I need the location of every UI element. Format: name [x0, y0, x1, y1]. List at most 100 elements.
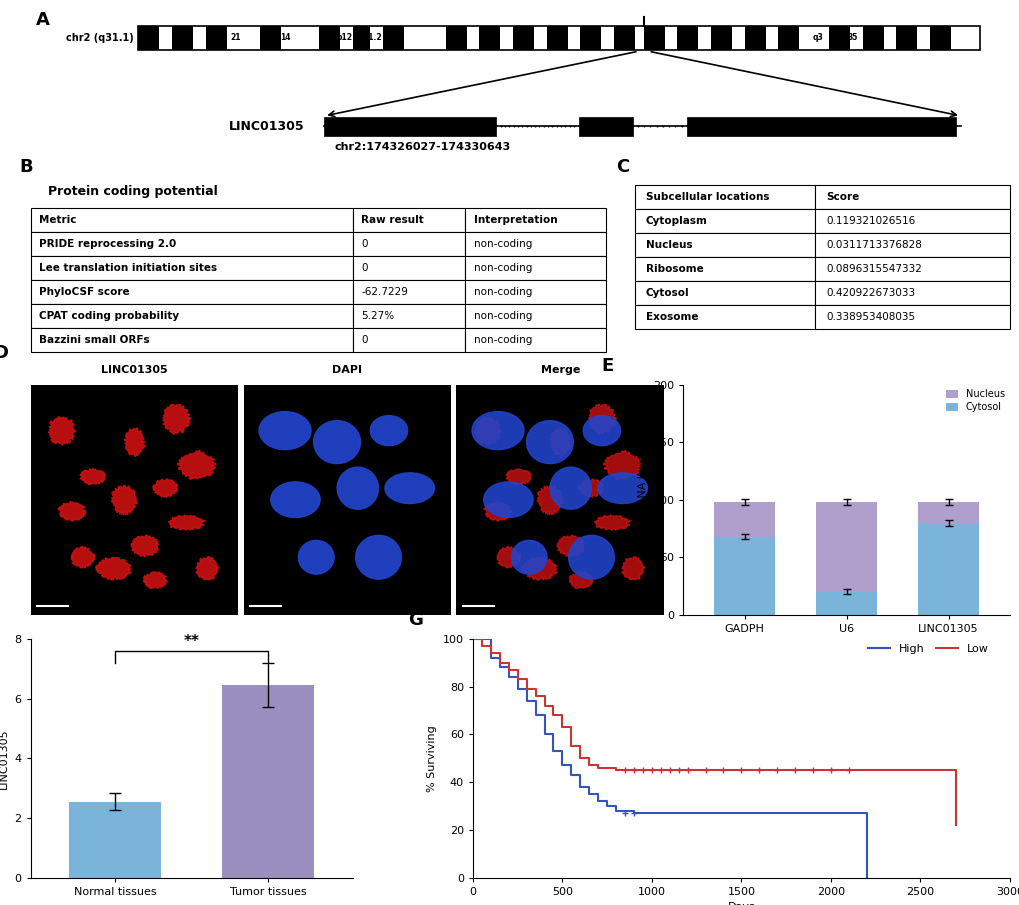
Bar	[465, 328, 605, 352]
Text: non-coding: non-coding	[473, 287, 532, 297]
Bar	[814, 209, 1009, 233]
Bar	[744, 25, 765, 50]
Text: chr2 (q31.1): chr2 (q31.1)	[65, 33, 133, 43]
Bar	[862, 25, 882, 50]
Bar	[353, 25, 370, 50]
Text: A: A	[36, 11, 49, 29]
Bar	[31, 208, 353, 233]
Text: Score: Score	[825, 192, 858, 202]
Y-axis label: Relative RNA levels: Relative RNA levels	[637, 445, 647, 554]
Bar	[677, 25, 698, 50]
Bar	[814, 305, 1009, 329]
Polygon shape	[583, 415, 620, 445]
Text: 0: 0	[361, 263, 368, 273]
Polygon shape	[526, 421, 573, 463]
Bar	[643, 25, 664, 50]
Text: 11.2: 11.2	[363, 33, 381, 43]
Text: E: E	[601, 357, 613, 376]
Text: PhyloCSF score: PhyloCSF score	[39, 287, 129, 297]
Text: 0.420922673033: 0.420922673033	[825, 288, 914, 298]
Bar	[479, 25, 500, 50]
Bar	[814, 233, 1009, 257]
Bar	[31, 256, 353, 280]
Bar	[31, 280, 353, 304]
Text: Cytosol: Cytosol	[645, 288, 689, 298]
Bar	[814, 281, 1009, 305]
Polygon shape	[484, 501, 512, 521]
Bar	[139, 25, 159, 50]
Bar	[465, 233, 605, 256]
Bar	[686, 117, 955, 137]
Text: Nucleus: Nucleus	[645, 240, 692, 250]
Polygon shape	[549, 428, 571, 457]
Polygon shape	[79, 469, 105, 485]
Text: 14: 14	[280, 33, 290, 43]
Text: 0.338953408035: 0.338953408035	[825, 312, 914, 322]
Bar	[69, 802, 161, 878]
Bar	[139, 25, 979, 50]
Text: Protein coding potential: Protein coding potential	[48, 186, 217, 198]
Polygon shape	[259, 412, 311, 450]
Text: **: **	[183, 634, 200, 649]
Polygon shape	[96, 557, 130, 580]
Bar	[353, 304, 465, 328]
Bar	[634, 257, 814, 281]
Bar	[324, 117, 495, 137]
Bar	[815, 502, 876, 592]
Polygon shape	[622, 557, 644, 580]
Legend: High, Low: High, Low	[863, 640, 993, 659]
Polygon shape	[505, 469, 531, 485]
Polygon shape	[521, 557, 556, 580]
Polygon shape	[536, 485, 562, 515]
Text: C: C	[615, 158, 629, 176]
Bar	[353, 256, 465, 280]
Bar	[896, 25, 916, 50]
Text: Metric: Metric	[39, 215, 76, 225]
Bar	[710, 25, 732, 50]
Polygon shape	[602, 450, 641, 480]
Bar	[513, 25, 534, 50]
Text: 0.119321026516: 0.119321026516	[825, 216, 914, 226]
Polygon shape	[58, 501, 87, 521]
Polygon shape	[597, 472, 647, 503]
Text: G: G	[409, 611, 423, 629]
Bar	[353, 208, 465, 233]
Text: 21: 21	[229, 33, 240, 43]
Polygon shape	[588, 405, 615, 434]
Text: 35: 35	[847, 33, 857, 43]
Bar	[465, 256, 605, 280]
Polygon shape	[594, 515, 630, 530]
Bar	[260, 25, 281, 50]
Bar	[713, 502, 774, 537]
Polygon shape	[271, 481, 320, 518]
Polygon shape	[578, 479, 603, 497]
Polygon shape	[569, 571, 592, 588]
Polygon shape	[111, 485, 138, 515]
Polygon shape	[196, 557, 218, 580]
Legend: Nucleus, Cytosol: Nucleus, Cytosol	[946, 389, 1004, 413]
Text: q3: q3	[812, 33, 822, 43]
Bar	[465, 280, 605, 304]
Polygon shape	[549, 467, 591, 510]
Text: non-coding: non-coding	[473, 239, 532, 249]
Polygon shape	[71, 547, 95, 568]
Bar	[31, 233, 353, 256]
Text: 0: 0	[361, 239, 368, 249]
Polygon shape	[370, 415, 408, 445]
Text: D: D	[0, 344, 8, 361]
Text: Subcellular locations: Subcellular locations	[645, 192, 768, 202]
X-axis label: Days: Days	[727, 902, 754, 905]
Bar	[31, 328, 353, 352]
Polygon shape	[313, 421, 360, 463]
Bar	[814, 186, 1009, 209]
Y-axis label: % Surviving: % Surviving	[427, 725, 437, 792]
Text: LINC01305: LINC01305	[229, 120, 305, 133]
Bar	[815, 592, 876, 614]
Text: Merge: Merge	[540, 366, 580, 376]
Bar	[353, 233, 465, 256]
Polygon shape	[511, 540, 546, 574]
Bar	[917, 523, 978, 614]
Bar	[382, 25, 404, 50]
Polygon shape	[131, 535, 158, 557]
Text: 0.0896315547332: 0.0896315547332	[825, 264, 921, 274]
